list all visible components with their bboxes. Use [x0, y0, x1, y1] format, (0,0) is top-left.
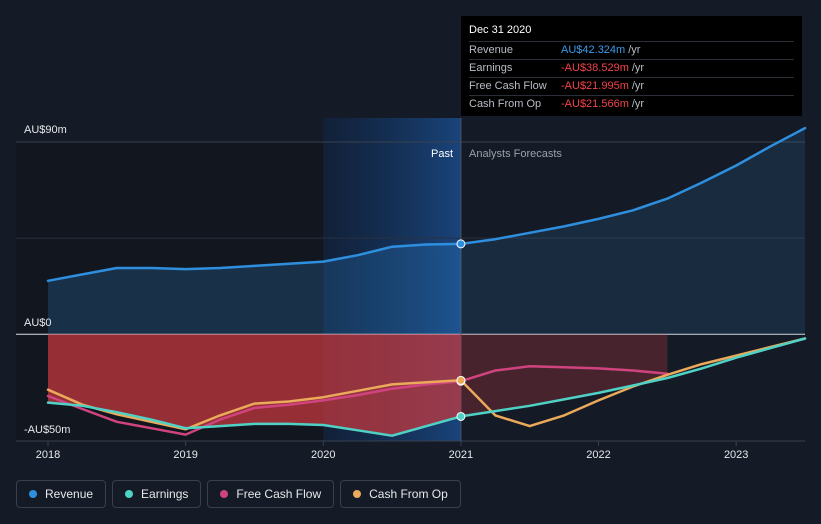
earnings-area-past	[48, 334, 461, 436]
revenue-area-forecast	[460, 128, 805, 335]
x-tick-label-2019: 2019	[173, 449, 197, 461]
x-tick-label-2023: 2023	[724, 449, 748, 461]
tooltip-row: Earnings -AU$38.529m/yr	[469, 59, 794, 77]
cash-from-op-line	[46, 337, 807, 431]
x-tick-label-2021: 2021	[449, 449, 473, 461]
revenue-line	[46, 126, 807, 283]
legend-label: Earnings	[141, 487, 189, 501]
legend-item-revenue[interactable]: Revenue	[16, 480, 107, 508]
revenue-marker	[456, 239, 466, 249]
tooltip: Dec 31 2020 Revenue AU$42.324m/yr Earnings…	[461, 16, 802, 116]
tooltip-row-unit: /yr	[631, 98, 645, 110]
tooltip-row-name: Free Cash Flow	[469, 80, 547, 92]
tooltip-row-unit: /yr	[631, 62, 645, 74]
tooltip-row-unit: /yr	[631, 80, 645, 92]
legend-dot-icon	[125, 490, 134, 498]
legend: Revenue Earnings Free Cash Flow Cash From O…	[16, 480, 461, 510]
legend-label: Revenue	[45, 487, 94, 501]
legend-dot-icon	[220, 490, 229, 498]
tooltip-row-name: Revenue	[469, 44, 514, 56]
tooltip-row-name: Earnings	[469, 62, 513, 74]
revenue-area-past	[48, 243, 461, 335]
tooltip-row: Cash From Op -AU$21.566m/yr	[469, 95, 794, 113]
legend-item-earnings[interactable]: Earnings	[112, 480, 202, 508]
legend-dot-icon	[353, 490, 362, 498]
legend-dot-icon	[29, 490, 37, 498]
legend-item-free-cash-flow[interactable]: Free Cash Flow	[207, 480, 335, 508]
tooltip-row: Free Cash Flow -AU$21.995m/yr	[469, 77, 794, 95]
tooltip-row: Revenue AU$42.324m/yr	[469, 41, 794, 59]
legend-label: Cash From Op	[369, 487, 448, 501]
forecast-label: Analysts Forecasts	[469, 148, 562, 160]
tooltip-row-name: Cash From Op	[469, 98, 542, 110]
earnings-area-forecast	[460, 334, 668, 417]
x-tick-label-2022: 2022	[586, 449, 610, 461]
x-tick-label-2018: 2018	[36, 449, 60, 461]
past-label: Past	[431, 148, 453, 160]
tooltip-date: Dec 31 2020	[469, 24, 532, 36]
y-label-bottom: -AU$50m	[24, 424, 70, 436]
tooltip-row-value: -AU$38.529m	[561, 62, 629, 74]
earnings-marker	[456, 411, 466, 421]
cash-from-op-marker	[456, 375, 466, 385]
y-label-top: AU$90m	[24, 124, 67, 136]
free-cash-flow-line	[46, 365, 669, 436]
y-label-zero: AU$0	[24, 317, 52, 329]
tooltip-row-value: AU$42.324m	[561, 44, 626, 56]
legend-item-cash-from-op[interactable]: Cash From Op	[340, 480, 461, 508]
legend-label: Free Cash Flow	[236, 487, 322, 501]
tooltip-row-unit: /yr	[628, 44, 641, 56]
tooltip-row-value: -AU$21.995m	[561, 80, 629, 92]
x-tick-label-2020: 2020	[311, 449, 335, 461]
tooltip-row-value: -AU$21.566m	[561, 98, 629, 110]
earnings-line	[46, 337, 807, 437]
